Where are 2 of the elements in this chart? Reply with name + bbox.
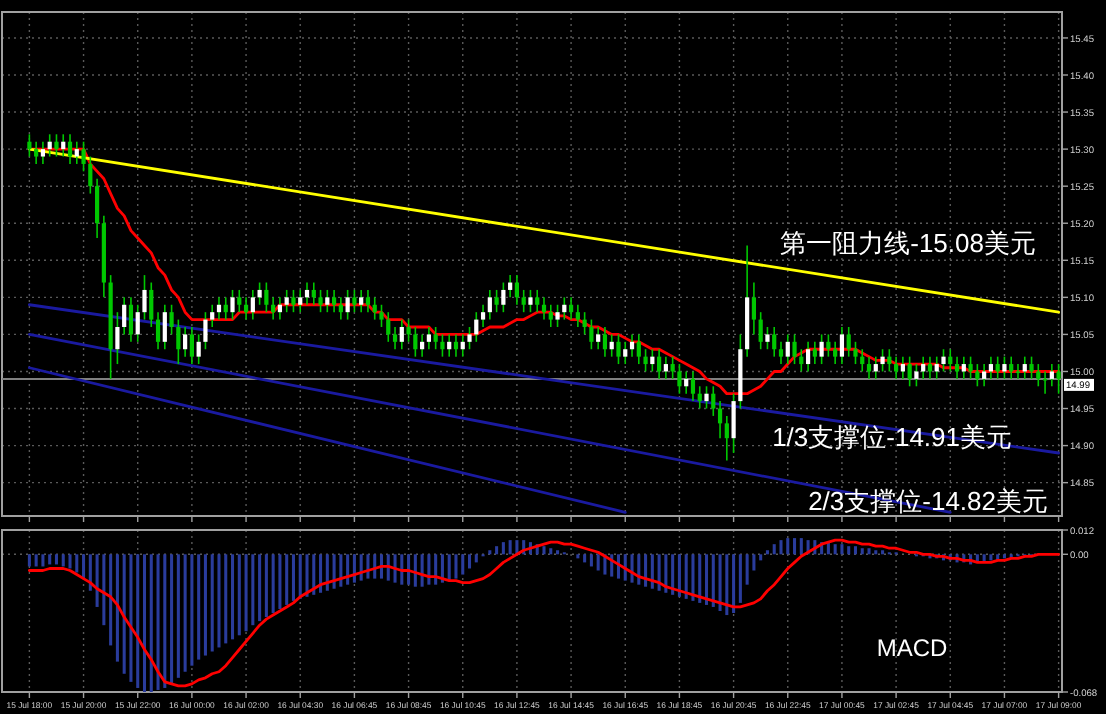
annotation: MACD bbox=[876, 634, 948, 662]
annotation: 第一阻力线-15.08美元 bbox=[780, 228, 1036, 258]
